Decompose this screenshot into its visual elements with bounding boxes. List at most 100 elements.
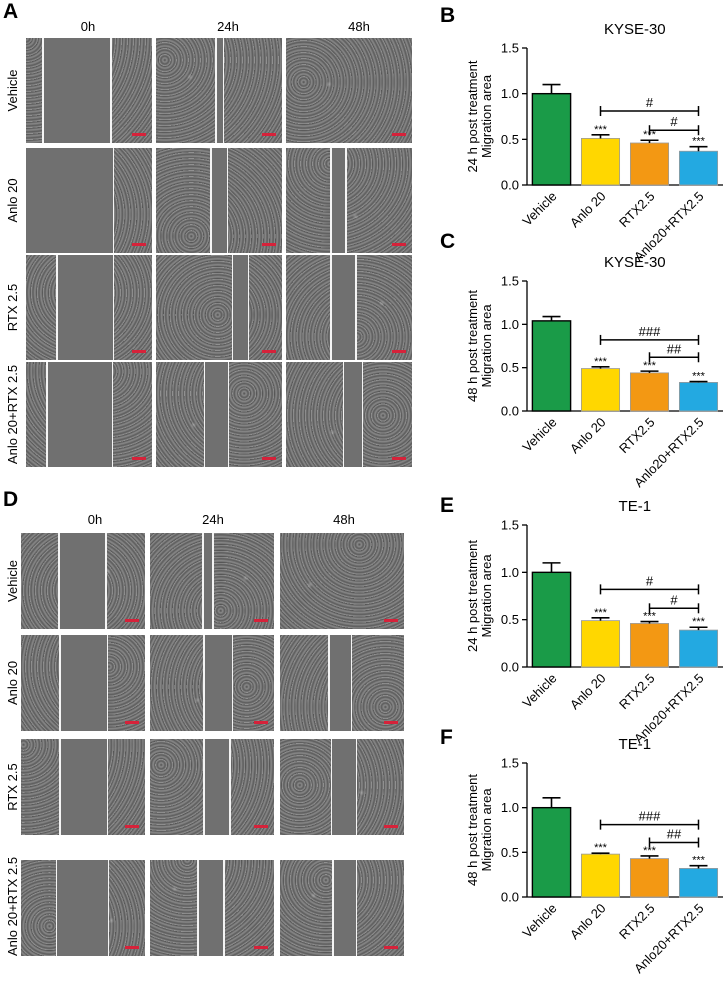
scratch-edge-line xyxy=(231,255,234,360)
chart-title: TE-1 xyxy=(619,498,652,515)
bar-chart-f: F TE-1 48 h post treatment Migration area 0.… xyxy=(440,726,723,976)
scratch-edge-line xyxy=(46,362,48,467)
micrograph-anlo-20-0h xyxy=(21,635,145,731)
y-tick-label: 0.0 xyxy=(501,404,519,419)
bar-chart-c: C KYSE-30 48 h post treatment Migration are… xyxy=(440,230,723,490)
row-label-anlo-20-rtx-2-5: Anlo 20+RTX 2.5 xyxy=(5,856,20,956)
micrograph-anlo-20-48h xyxy=(286,148,412,253)
y-axis-label: 48 h post treatment xyxy=(465,290,480,402)
scratch-gap xyxy=(330,255,356,360)
micrograph-anlo-20-rtx-2-5-24h xyxy=(150,860,274,956)
micrograph-vehicle-0h xyxy=(26,38,152,143)
micrograph-rtx-2-5-0h xyxy=(26,255,152,360)
scratch-edge-line xyxy=(350,635,353,731)
bar-rtx2-5 xyxy=(629,142,670,186)
scratch-gap xyxy=(332,860,356,956)
scale-bar xyxy=(262,133,276,136)
scratch-edge-line xyxy=(58,533,60,629)
column-title-24h: 24h xyxy=(202,512,224,527)
scratch-gap xyxy=(203,739,230,835)
micrograph-anlo-20-rtx-2-5-24h xyxy=(156,362,282,467)
micrograph-vehicle-48h xyxy=(280,533,404,629)
scratch-gap xyxy=(26,148,113,253)
scratch-edge-line xyxy=(227,362,230,467)
scratch-edge-line xyxy=(210,148,212,253)
scratch-gap xyxy=(202,533,212,629)
x-tick-label: Vehicle xyxy=(519,671,559,711)
comparison-label: ## xyxy=(667,827,682,842)
comparison-label: # xyxy=(670,592,678,607)
significance-label: *** xyxy=(643,360,657,372)
scale-bar xyxy=(125,721,139,724)
bar-vehicle xyxy=(531,92,572,186)
chart-title: KYSE-30 xyxy=(604,254,666,271)
y-tick-label: 1.0 xyxy=(501,86,519,101)
micrograph-vehicle-0h xyxy=(21,533,145,629)
y-tick-label: 1.5 xyxy=(501,274,519,289)
scratch-edge-line xyxy=(342,362,345,467)
scale-bar xyxy=(254,946,268,949)
micrograph-vehicle-24h xyxy=(150,533,274,629)
scratch-edge-line xyxy=(56,255,58,360)
scale-bar xyxy=(262,457,276,460)
y-tick-label: 1.0 xyxy=(501,317,519,332)
x-tick-label: RTX2.5 xyxy=(616,671,658,713)
scratch-edge-line xyxy=(106,739,109,835)
scratch-edge-line xyxy=(107,860,110,956)
y-tick-label: 1.5 xyxy=(501,756,519,771)
y-tick-label: 0.0 xyxy=(501,890,519,905)
scale-bar xyxy=(125,825,139,828)
row-label-vehicle: Vehicle xyxy=(5,69,20,112)
scratch-edge-line xyxy=(111,362,114,467)
scratch-edge-line xyxy=(42,38,44,143)
scratch-edge-line xyxy=(202,533,204,629)
panel-label-b: B xyxy=(440,4,455,27)
scale-bar xyxy=(392,133,406,136)
micrograph-rtx-2-5-48h xyxy=(280,739,404,835)
scale-bar xyxy=(392,457,406,460)
scale-bar xyxy=(125,946,139,949)
scratch-gap xyxy=(46,362,112,467)
bar-anlo20-rtx2-5 xyxy=(678,150,719,186)
scratch-gap xyxy=(330,148,346,253)
y-tick-label: 0.5 xyxy=(501,360,519,375)
panel-label-e: E xyxy=(440,494,454,517)
micrograph-anlo-20-rtx-2-5-0h xyxy=(21,860,145,956)
bar-rtx2-5 xyxy=(629,858,670,898)
scratch-edge-line xyxy=(197,860,199,956)
row-label-vehicle: Vehicle xyxy=(5,560,20,602)
scratch-gap xyxy=(210,148,227,253)
scratch-edge-line xyxy=(106,635,109,731)
scale-bar xyxy=(384,946,398,949)
scale-bar xyxy=(132,457,146,460)
scratch-edge-line xyxy=(330,255,332,360)
scratch-edge-line xyxy=(212,533,214,629)
chart-title: KYSE-30 xyxy=(604,21,666,38)
scratch-edge-line xyxy=(215,38,217,143)
significance-label: *** xyxy=(692,371,706,383)
bar-anlo-20 xyxy=(580,138,621,186)
scratch-edge-line xyxy=(110,38,112,143)
significance-label: *** xyxy=(643,845,657,857)
scale-bar xyxy=(392,243,406,246)
micrograph-anlo-20-rtx-2-5-0h xyxy=(26,362,152,467)
micrograph-anlo-20-24h xyxy=(150,635,274,731)
scratch-edge-line xyxy=(223,860,225,956)
x-tick-label: RTX2.5 xyxy=(616,415,658,457)
micrograph-rtx-2-5-24h xyxy=(150,739,274,835)
bar-anlo-20 xyxy=(580,368,621,412)
x-tick-label: Anlo 20 xyxy=(567,671,609,713)
scratch-edge-line xyxy=(59,635,61,731)
row-label-rtx-2-5: RTX 2.5 xyxy=(5,763,20,811)
y-tick-label: 0.5 xyxy=(501,132,519,147)
bar-vehicle xyxy=(531,320,572,412)
row-label-rtx-2-5: RTX 2.5 xyxy=(5,283,20,332)
scale-bar xyxy=(254,721,268,724)
y-tick-label: 1.5 xyxy=(501,41,519,56)
y-axis-label: Migration area xyxy=(479,74,494,158)
scratch-gap xyxy=(203,635,232,731)
scale-bar xyxy=(392,350,406,353)
scratch-gap xyxy=(328,635,351,731)
scratch-edge-line xyxy=(330,148,332,253)
significance-label: *** xyxy=(692,616,706,628)
